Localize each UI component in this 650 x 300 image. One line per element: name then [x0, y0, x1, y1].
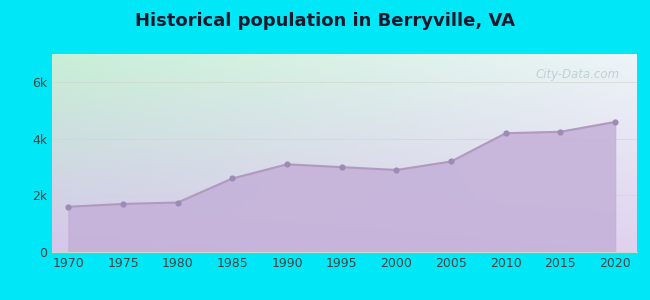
Point — [227, 176, 238, 181]
Point — [118, 202, 128, 206]
Text: City-Data.com: City-Data.com — [536, 68, 619, 81]
Point — [282, 162, 293, 167]
Point — [337, 165, 347, 170]
Point — [610, 119, 620, 124]
Text: Historical population in Berryville, VA: Historical population in Berryville, VA — [135, 12, 515, 30]
Point — [500, 131, 511, 136]
Point — [555, 129, 566, 134]
Point — [63, 204, 73, 209]
Point — [446, 159, 456, 164]
Point — [391, 168, 402, 172]
Point — [172, 200, 183, 205]
